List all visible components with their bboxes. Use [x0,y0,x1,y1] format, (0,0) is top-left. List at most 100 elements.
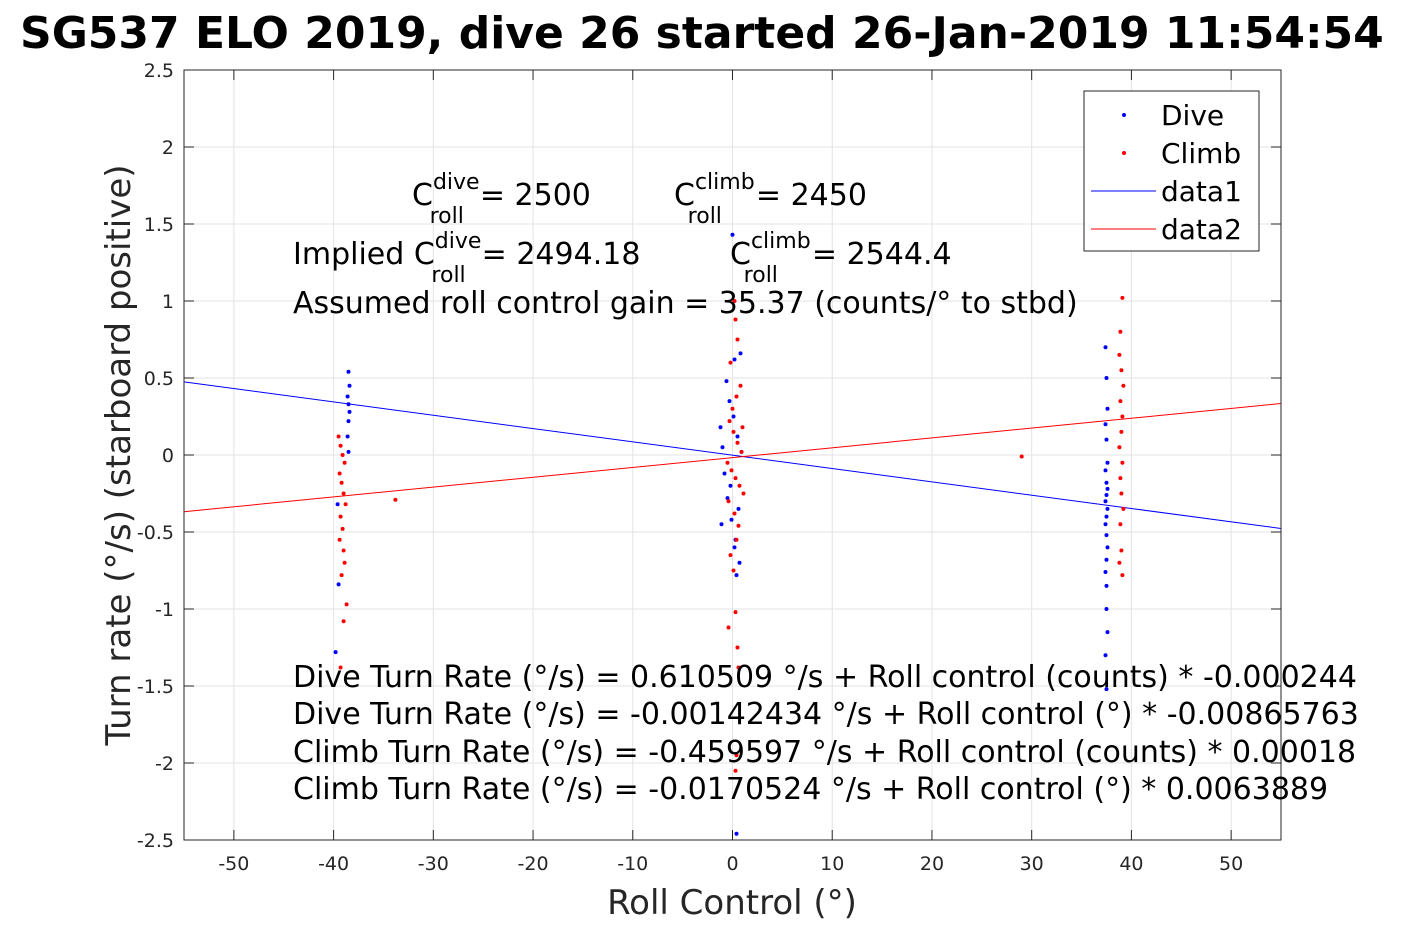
point-dive [736,506,741,511]
gain-annotation: Assumed roll control gain = 35.37 (count… [293,286,1078,321]
point-dive [333,650,338,655]
point-dive [1103,345,1108,350]
point-climb [1120,573,1125,578]
point-dive [724,379,729,384]
point-climb [339,573,344,578]
point-dive [729,517,734,522]
point-dive [1105,506,1110,511]
chart-title: SG537 ELO 2019, dive 26 started 26-Jan-2… [20,8,1384,59]
legend-label-climb: Climb [1161,137,1241,170]
y-tick-label: 2 [162,137,174,159]
point-climb [1117,445,1122,450]
point-dive [725,496,730,501]
point-climb [344,602,349,607]
legend-marker-dive [1122,113,1126,117]
point-dive [1104,533,1109,538]
x-tick-label: -50 [218,853,249,875]
point-dive [722,471,727,476]
annotations: Cdive roll= 2500 Cclimb roll= 2450 Implied… [293,170,1359,807]
point-climb [738,383,743,388]
point-dive [1105,545,1110,550]
point-dive [1105,460,1110,465]
point-climb [728,360,733,365]
point-climb [342,560,347,565]
point-climb [733,476,738,481]
point-climb [1119,491,1124,496]
point-dive [1104,437,1109,442]
point-dive [731,414,736,419]
point-climb [728,553,733,558]
point-dive [347,409,352,414]
fit-line-4: Climb Turn Rate (°/s) = -0.0170524 °/s +… [293,772,1328,807]
implied-dive-annotation: Implied Cdive roll= 2494.18 [293,229,640,288]
point-climb [1118,522,1123,527]
y-tick-label: -2.5 [137,830,174,852]
point-climb [735,337,740,342]
point-climb [1119,429,1124,434]
point-dive [1103,422,1108,427]
point-climb [726,625,731,630]
point-climb [338,665,343,670]
point-dive [1104,376,1109,380]
fit-line-1: Dive Turn Rate (°/s) = 0.610509 °/s + Ro… [293,660,1357,695]
point-dive [1105,486,1110,491]
point-dive [346,449,351,454]
point-dive [1105,406,1110,411]
point-climb [1118,399,1123,404]
point-dive [1103,653,1108,658]
point-climb [1119,368,1124,373]
point-climb [734,537,739,542]
x-tick-label: 0 [726,853,738,875]
legend: Dive Climb data1 data2 [1083,90,1260,252]
legend-label-dive: Dive [1161,99,1224,132]
fit-line-data1 [183,381,1282,529]
point-climb [730,406,735,411]
point-dive [1105,630,1110,635]
point-climb [340,453,345,457]
point-climb [1121,383,1126,388]
point-dive [732,545,737,550]
point-climb [732,299,737,303]
point-climb [737,483,742,488]
x-axis-label: Roll Control (°) [607,883,857,923]
y-tick-label: -1.5 [137,676,174,698]
cclimb-annotation: Cclimb roll= 2450 [674,170,867,229]
point-climb [1117,352,1122,357]
point-climb [1117,560,1122,565]
point-climb [1120,414,1125,419]
point-climb [1119,548,1124,553]
point-dive [728,483,733,488]
point-climb [1121,506,1126,511]
point-dive [734,831,739,836]
x-tick-label: -30 [418,853,449,875]
point-climb [729,468,734,473]
point-dive [336,582,341,587]
point-climb [337,471,342,476]
x-tick-label: -40 [318,853,349,875]
point-dive [1104,607,1109,611]
legend-marker-climb [1122,151,1126,155]
point-climb [735,440,740,445]
point-climb [341,548,346,553]
point-climb [339,480,344,485]
x-tick-label: -20 [518,853,549,875]
point-climb [739,449,744,454]
axis-ticks: -50 -40 -30 -20 -10 0 10 20 30 40 50-2.5-2-1.5-1-0… [137,60,1281,875]
point-climb [736,523,741,528]
point-dive [347,383,352,388]
y-tick-label: -1 [155,599,174,621]
point-climb [340,526,345,531]
point-climb [343,502,348,507]
point-climb [393,497,398,502]
point-dive [719,522,724,527]
point-dive [727,399,732,404]
point-climb [727,419,732,424]
point-dive [735,434,740,439]
point-dive [1104,493,1109,497]
point-dive [1104,583,1109,588]
point-climb [336,434,341,439]
y-tick-label: 2.5 [144,60,174,82]
legend-box [1083,90,1260,252]
point-climb [733,610,738,615]
